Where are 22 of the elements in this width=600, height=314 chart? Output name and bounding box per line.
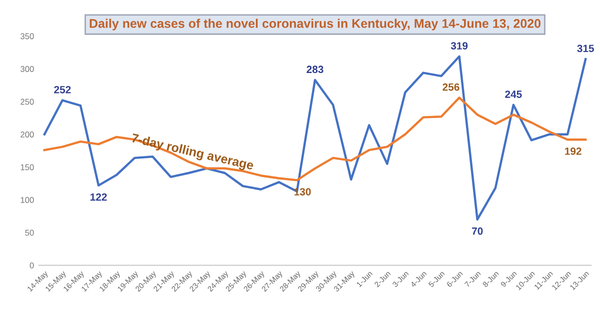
data-label: 70 bbox=[472, 227, 483, 235]
data-label: 283 bbox=[306, 66, 324, 74]
data-label: 192 bbox=[565, 148, 582, 155]
data-label: 130 bbox=[294, 188, 311, 196]
y-tick-label: 200 bbox=[20, 132, 34, 138]
data-label: 245 bbox=[505, 90, 522, 98]
text: 7-day rolling average bbox=[130, 133, 254, 172]
chart-title: Daily new cases of the novel coronavirus in Kentucky, May 14-June 13, 2020 bbox=[90, 18, 541, 30]
y-tick-label: 300 bbox=[20, 66, 34, 72]
data-label: 122 bbox=[90, 193, 107, 201]
y-tick-label: 100 bbox=[20, 197, 34, 203]
line-series bbox=[43, 55, 587, 221]
data-label: 315 bbox=[577, 44, 594, 52]
data-label: 252 bbox=[54, 86, 71, 94]
y-tick-label: 150 bbox=[20, 164, 34, 170]
y-tick-label: 50 bbox=[25, 230, 34, 236]
y-tick-label: 250 bbox=[20, 98, 34, 105]
data-label: 319 bbox=[450, 42, 468, 50]
data-label: 256 bbox=[442, 83, 460, 91]
y-tick-label: 0 bbox=[30, 262, 34, 268]
line-series bbox=[43, 96, 587, 182]
y-tick-label: 350 bbox=[20, 33, 34, 40]
